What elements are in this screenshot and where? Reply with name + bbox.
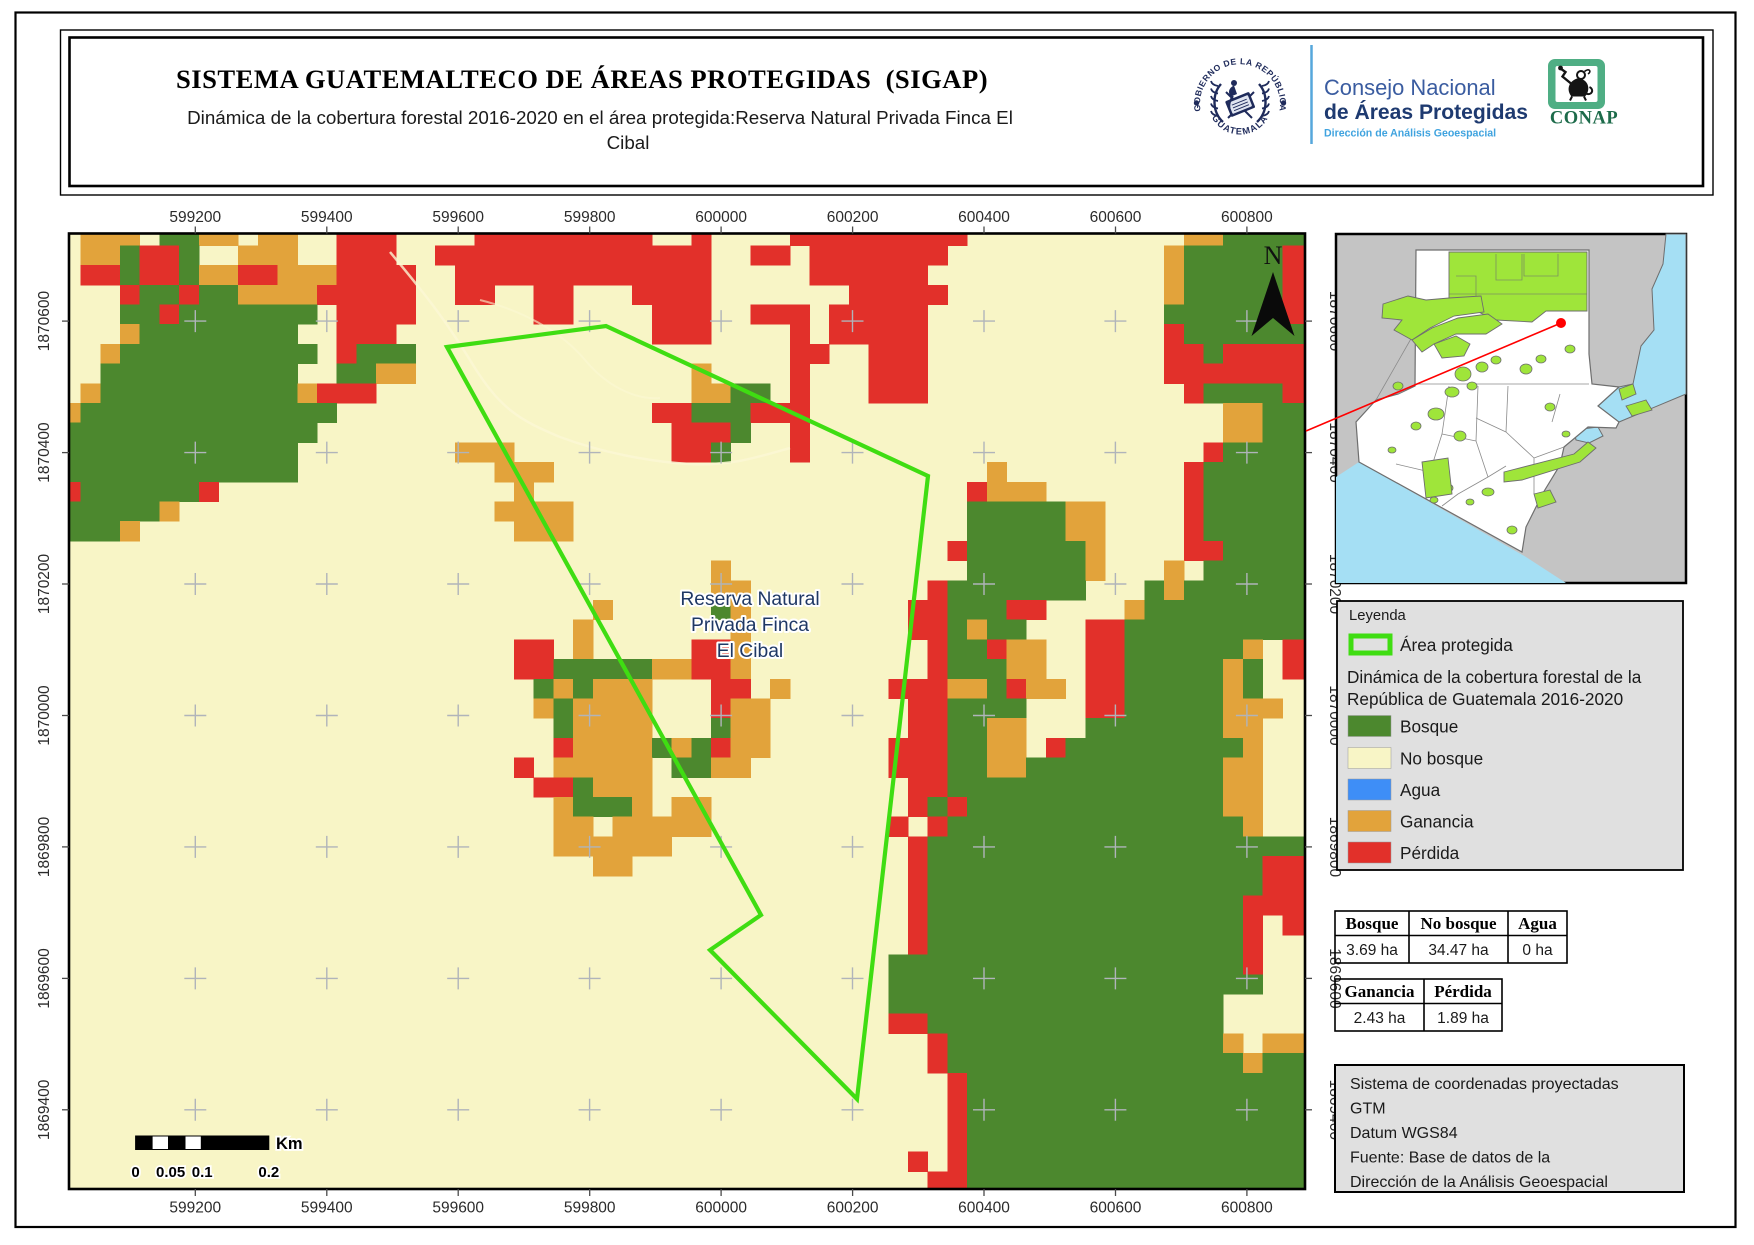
svg-text:1869600: 1869600	[36, 948, 53, 1009]
svg-text:0 ha: 0 ha	[1522, 942, 1553, 959]
svg-text:Agua: Agua	[1518, 914, 1557, 933]
svg-text:600600: 600600	[1090, 1200, 1142, 1217]
svg-text:600200: 600200	[827, 209, 879, 226]
svg-text:1870400: 1870400	[36, 422, 53, 483]
svg-text:1870200: 1870200	[36, 553, 53, 614]
svg-text:Agua: Agua	[1400, 780, 1441, 800]
svg-text:Privada Finca: Privada Finca	[691, 615, 809, 636]
svg-text:599600: 599600	[432, 209, 484, 226]
svg-text:599600: 599600	[432, 1200, 484, 1217]
svg-text:Dinámica de la cobertura fores: Dinámica de la cobertura forestal 2016-2…	[187, 107, 1013, 128]
svg-text:599200: 599200	[169, 1200, 221, 1217]
svg-text:Reserva Natural: Reserva Natural	[680, 589, 819, 610]
svg-text:599200: 599200	[169, 209, 221, 226]
svg-text:600400: 600400	[958, 1200, 1010, 1217]
svg-text:599400: 599400	[301, 209, 353, 226]
svg-text:Leyenda: Leyenda	[1349, 608, 1407, 624]
svg-text:Bosque: Bosque	[1400, 717, 1458, 737]
svg-text:600200: 600200	[827, 1200, 879, 1217]
svg-text:600000: 600000	[695, 1200, 747, 1217]
svg-text:Área protegida: Área protegida	[1400, 635, 1513, 655]
svg-text:Bosque: Bosque	[1346, 914, 1399, 933]
svg-text:República de Guatemala 2016-20: República de Guatemala 2016-2020	[1347, 689, 1623, 709]
svg-text:0.2: 0.2	[258, 1164, 279, 1181]
svg-text:599400: 599400	[301, 1200, 353, 1217]
svg-text:3.69 ha: 3.69 ha	[1346, 942, 1398, 959]
svg-text:El Cibal: El Cibal	[717, 641, 783, 662]
svg-text:1869400: 1869400	[36, 1079, 53, 1140]
svg-text:Ganancia: Ganancia	[1400, 812, 1474, 832]
svg-text:Datum WGS84: Datum WGS84	[1350, 1125, 1458, 1142]
svg-text:No bosque: No bosque	[1400, 749, 1483, 769]
svg-text:Sistema de coordenadas proyect: Sistema de coordenadas proyectadas	[1350, 1076, 1619, 1093]
svg-text:600800: 600800	[1221, 209, 1273, 226]
svg-text:Pérdida: Pérdida	[1434, 982, 1492, 1001]
svg-text:0: 0	[131, 1164, 139, 1181]
svg-text:Fuente: Base de datos de la: Fuente: Base de datos de la	[1350, 1150, 1550, 1167]
svg-text:SISTEMA GUATEMALTECO DE ÁREAS: SISTEMA GUATEMALTECO DE ÁREAS PROTEGIDAS…	[176, 64, 988, 94]
svg-text:Km: Km	[276, 1135, 303, 1153]
svg-text:2.43 ha: 2.43 ha	[1354, 1010, 1406, 1027]
svg-text:0.1: 0.1	[192, 1164, 213, 1181]
svg-text:0.05: 0.05	[156, 1164, 185, 1181]
svg-text:1869800: 1869800	[36, 816, 53, 877]
svg-text:1870600: 1870600	[36, 291, 53, 352]
svg-text:CONAP: CONAP	[1550, 109, 1618, 129]
svg-text:1870000: 1870000	[36, 685, 53, 746]
svg-text:600600: 600600	[1090, 209, 1142, 226]
svg-text:N: N	[1264, 241, 1283, 270]
svg-text:599800: 599800	[564, 209, 616, 226]
svg-text:1.89 ha: 1.89 ha	[1437, 1010, 1489, 1027]
svg-text:Cibal: Cibal	[607, 132, 650, 153]
svg-text:Pérdida: Pérdida	[1400, 843, 1460, 863]
svg-text:No bosque: No bosque	[1420, 914, 1497, 933]
svg-text:Consejo Nacional: Consejo Nacional	[1324, 75, 1496, 100]
svg-text:Ganancia: Ganancia	[1345, 982, 1415, 1001]
svg-text:GTM: GTM	[1350, 1101, 1386, 1118]
svg-text:600400: 600400	[958, 209, 1010, 226]
svg-text:599800: 599800	[564, 1200, 616, 1217]
svg-text:Dirección de la Análisis Geoes: Dirección de la Análisis Geoespacial	[1350, 1174, 1608, 1191]
svg-text:600000: 600000	[695, 209, 747, 226]
svg-text:600800: 600800	[1221, 1200, 1273, 1217]
svg-text:Dinámica de la cobertura fores: Dinámica de la cobertura forestal de la	[1347, 667, 1642, 687]
svg-text:Dirección de Análisis Geoespac: Dirección de Análisis Geoespacial	[1324, 128, 1496, 140]
svg-text:de Áreas Protegidas: de Áreas Protegidas	[1324, 101, 1528, 124]
svg-text:34.47 ha: 34.47 ha	[1428, 942, 1489, 959]
